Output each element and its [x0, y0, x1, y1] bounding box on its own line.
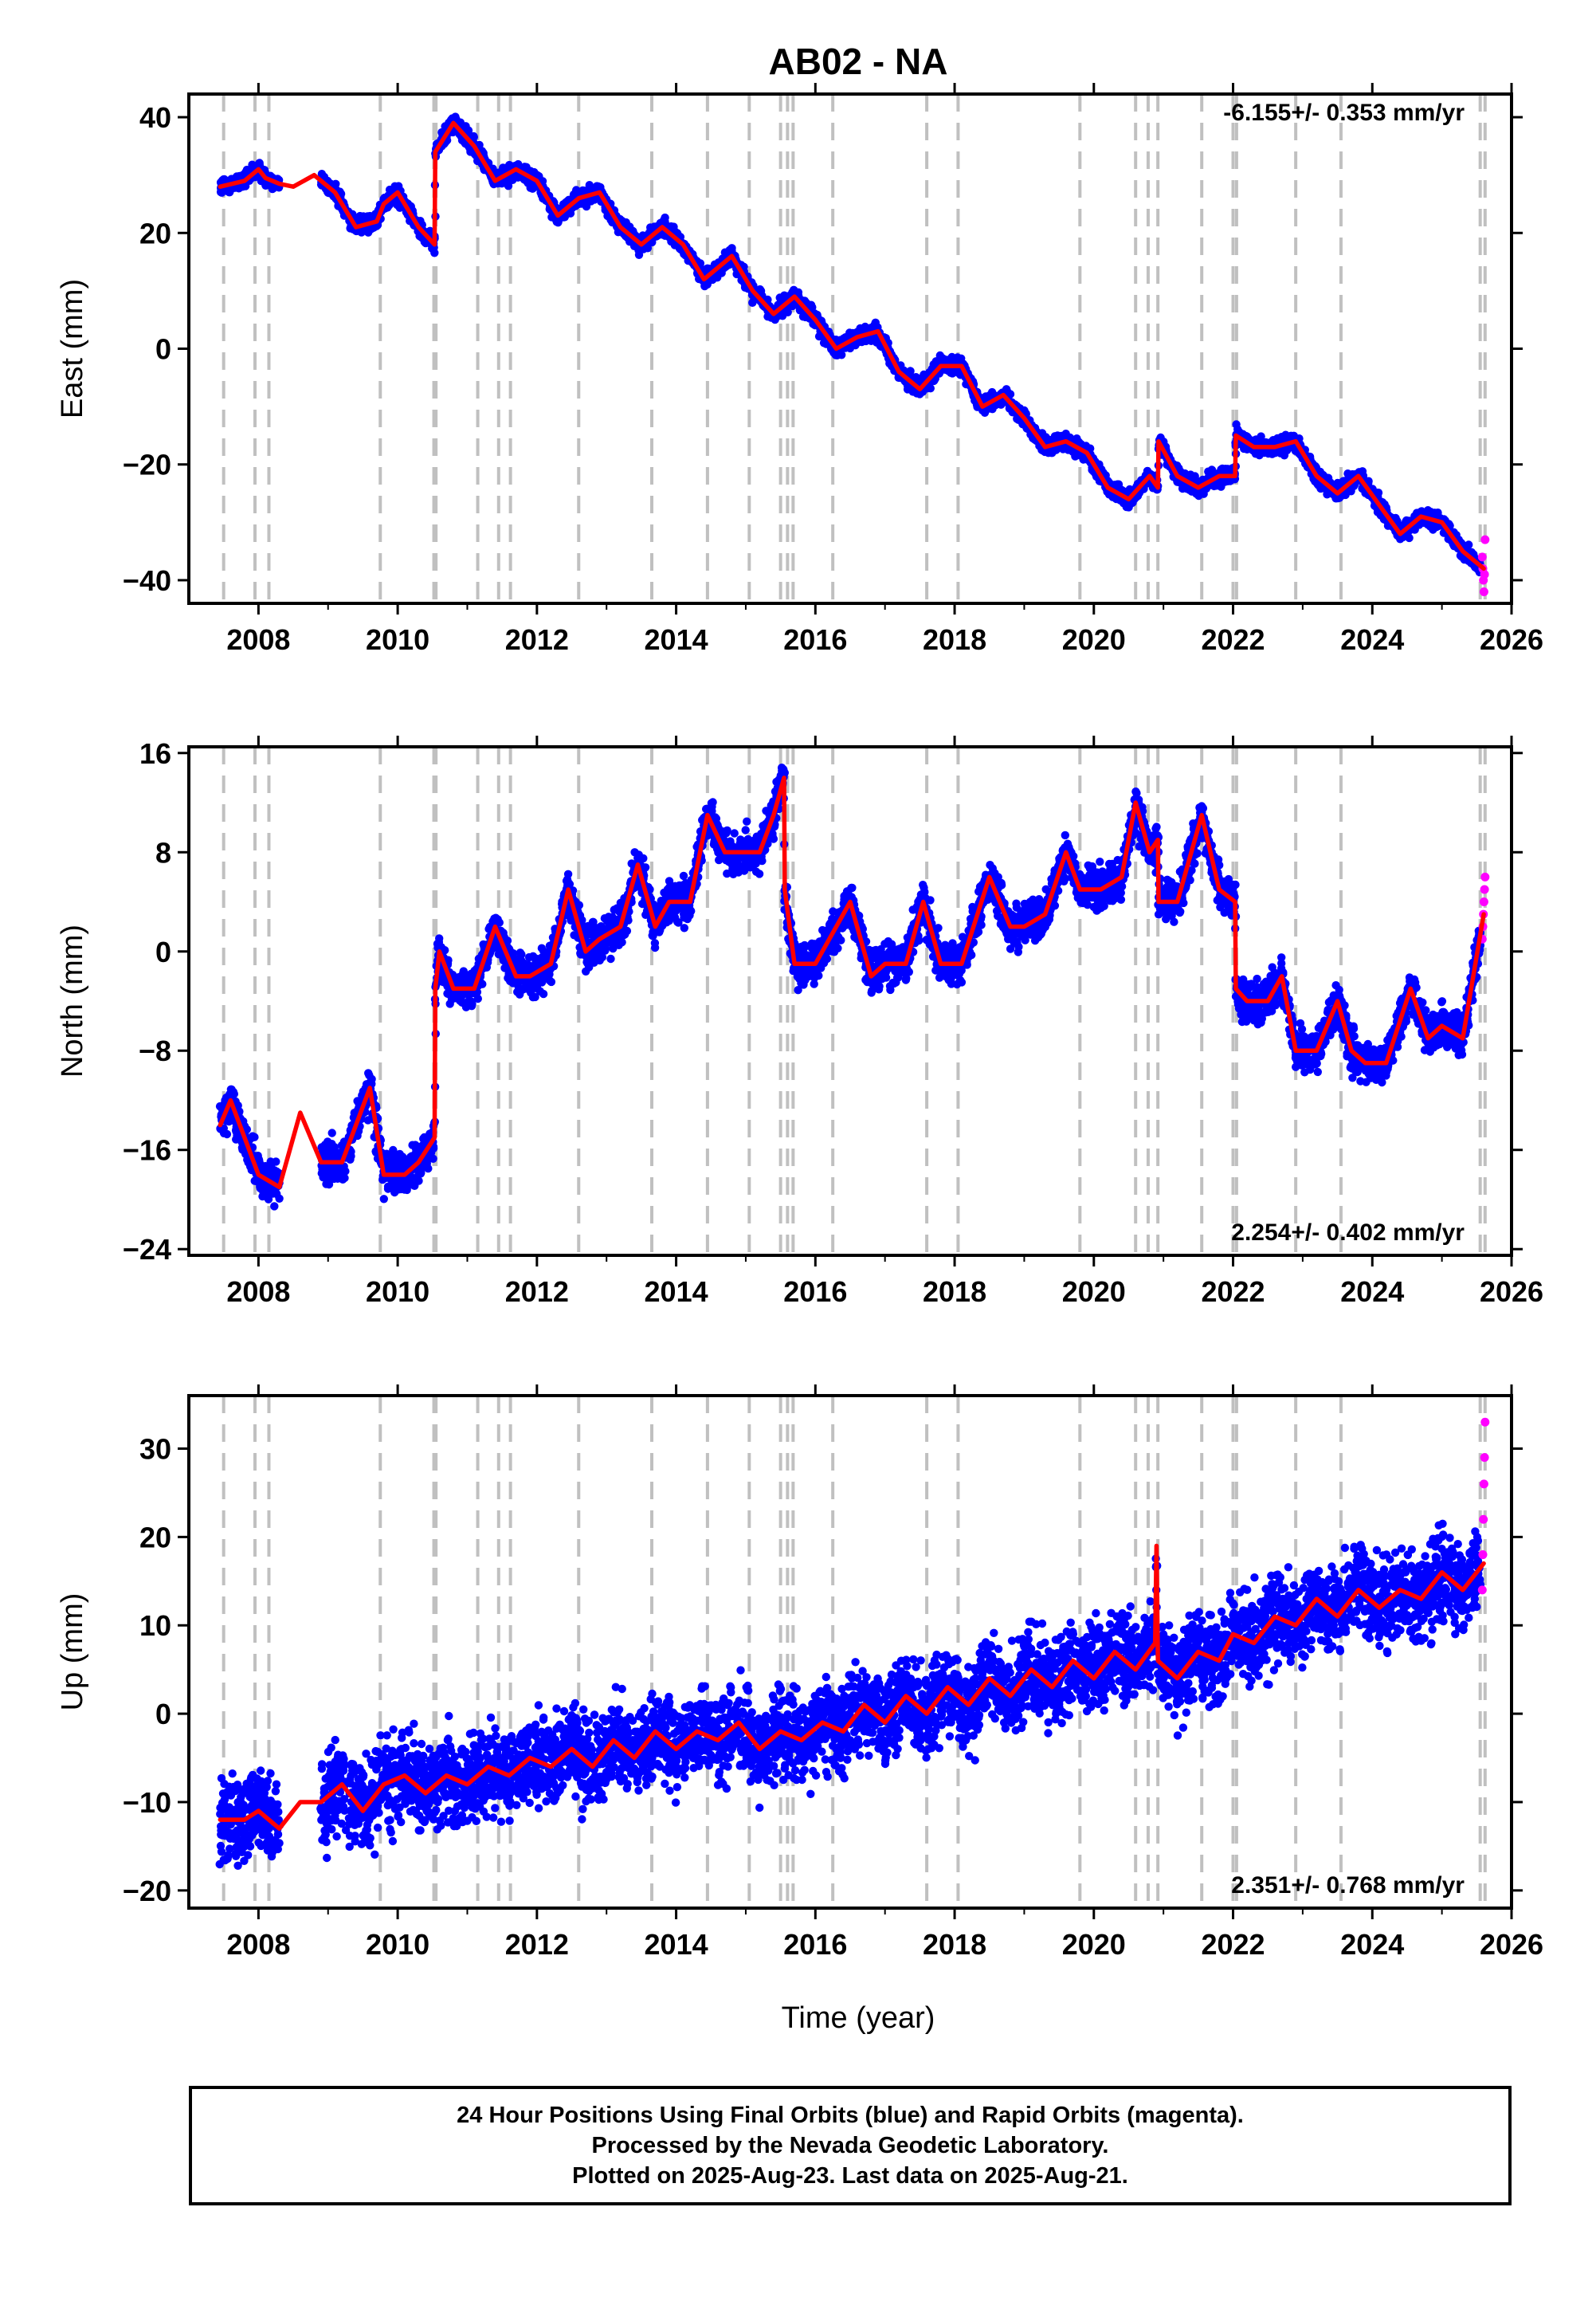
footer-line-3: Plotted on 2025-Aug-23. Last data on 202…: [572, 2163, 1128, 2189]
x-tick-label: 2008: [226, 1275, 290, 1308]
y-tick-label: 20: [139, 217, 171, 249]
rapid-point: [1479, 897, 1488, 907]
plot-area: [215, 747, 1490, 1255]
y-tick-label: 0: [155, 936, 171, 968]
rapid-point: [1477, 552, 1487, 562]
footer-line-1: 24 Hour Positions Using Final Orbits (bl…: [457, 2103, 1244, 2128]
x-tick-label: 2016: [783, 1275, 847, 1308]
x-tick-label: 2022: [1201, 623, 1265, 656]
velocity-rate-label: 2.351+/- 0.768 mm/yr: [1231, 1872, 1465, 1899]
x-tick-label: 2024: [1340, 1928, 1404, 1961]
x-tick-label: 2008: [226, 623, 290, 656]
rapid-point: [1480, 1453, 1489, 1463]
rapid-point: [1479, 1514, 1488, 1524]
x-tick-label: 2020: [1062, 623, 1126, 656]
x-tick-label: 2014: [645, 623, 708, 656]
x-tick-label: 2018: [923, 1928, 986, 1961]
x-axis-label: Time (year): [782, 2001, 935, 2035]
x-tick-label: 2016: [783, 1928, 847, 1961]
plot-area: [216, 94, 1490, 603]
x-tick-label: 2022: [1201, 1275, 1265, 1308]
x-tick-label: 2014: [645, 1928, 708, 1961]
model-fit-line: [218, 776, 1486, 1190]
x-tick-label: 2016: [783, 623, 847, 656]
final-orbit-points: [215, 1519, 1485, 1870]
panels: 2008 2010 2012 2014 2016 2018 2020 2022 2024 2026…: [56, 83, 1543, 1961]
x-tick-label: 2024: [1340, 623, 1404, 656]
axes-frame: [187, 745, 1513, 1257]
rapid-point: [1480, 872, 1490, 882]
model-fit-line: [218, 120, 1486, 571]
x-tick-label: 2014: [645, 1275, 708, 1308]
y-tick-label: −10: [123, 1786, 171, 1819]
y-tick-label: −16: [123, 1134, 171, 1167]
x-tick-label: 2018: [923, 623, 986, 656]
y-tick-label: 0: [155, 333, 171, 366]
x-tick-label: 2020: [1062, 1928, 1126, 1961]
y-tick-label: 0: [155, 1698, 171, 1730]
rapid-point: [1478, 1550, 1488, 1560]
rapid-point: [1480, 885, 1489, 894]
y-axis-label: East (mm): [56, 279, 89, 418]
x-tick-label: 2012: [505, 1275, 569, 1308]
rapid-point: [1479, 587, 1488, 596]
panel-east: 2008 2010 2012 2014 2016 2018 2020 2022 2024 2026…: [56, 83, 1543, 656]
footer-caption-box: 24 Hour Positions Using Final Orbits (bl…: [189, 2086, 1512, 2205]
x-tick-label: 2026: [1480, 623, 1543, 656]
x-tick-label: 2020: [1062, 1275, 1126, 1308]
final-orbit-points: [216, 112, 1484, 577]
y-tick-label: 20: [139, 1521, 171, 1553]
x-tick-label: 2008: [226, 1928, 290, 1961]
footer-line-2: Processed by the Nevada Geodetic Laborat…: [591, 2133, 1109, 2158]
y-tick-label: −20: [123, 449, 171, 481]
panel-north: 2008 2010 2012 2014 2016 2018 2020 2022 2024 2026…: [56, 736, 1543, 1308]
plot-area: [215, 1396, 1490, 1908]
x-tick-label: 2010: [366, 1928, 429, 1961]
axes-frame: [187, 1394, 1513, 1910]
y-tick-label: −8: [139, 1035, 171, 1067]
x-tick-label: 2010: [366, 623, 429, 656]
y-axis-label: Up (mm): [56, 1593, 89, 1711]
rapid-point: [1480, 570, 1489, 579]
chart-title: AB02 - NA: [769, 41, 948, 82]
rapid-point: [1479, 1479, 1488, 1489]
y-tick-label: 16: [139, 737, 171, 770]
x-tick-label: 2012: [505, 1928, 569, 1961]
x-tick-label: 2026: [1480, 1275, 1543, 1308]
y-axis-label: North (mm): [56, 925, 89, 1078]
y-tick-label: −40: [123, 564, 171, 597]
x-tick-label: 2026: [1480, 1928, 1543, 1961]
x-tick-label: 2010: [366, 1275, 429, 1308]
y-tick-label: −24: [123, 1233, 171, 1266]
rapid-orbit-points: [1477, 1417, 1490, 1595]
y-tick-label: 8: [155, 836, 171, 869]
model-fit-line: [218, 1543, 1486, 1831]
rapid-point: [1480, 1417, 1490, 1427]
y-tick-label: −20: [123, 1875, 171, 1907]
rapid-point: [1480, 535, 1490, 544]
x-tick-label: 2024: [1340, 1275, 1404, 1308]
x-tick-label: 2012: [505, 623, 569, 656]
y-tick-label: 10: [139, 1609, 171, 1642]
panel-up: 2008 2010 2012 2014 2016 2018 2020 2022 2024 2026…: [56, 1384, 1543, 1961]
x-tick-label: 2022: [1201, 1928, 1265, 1961]
rapid-point: [1477, 1585, 1487, 1595]
velocity-rate-label: 2.254+/- 0.402 mm/yr: [1231, 1219, 1465, 1246]
x-tick-label: 2018: [923, 1275, 986, 1308]
y-tick-label: 30: [139, 1433, 171, 1466]
y-tick-label: 40: [139, 101, 171, 134]
velocity-rate-label: -6.155+/- 0.353 mm/yr: [1223, 100, 1465, 126]
